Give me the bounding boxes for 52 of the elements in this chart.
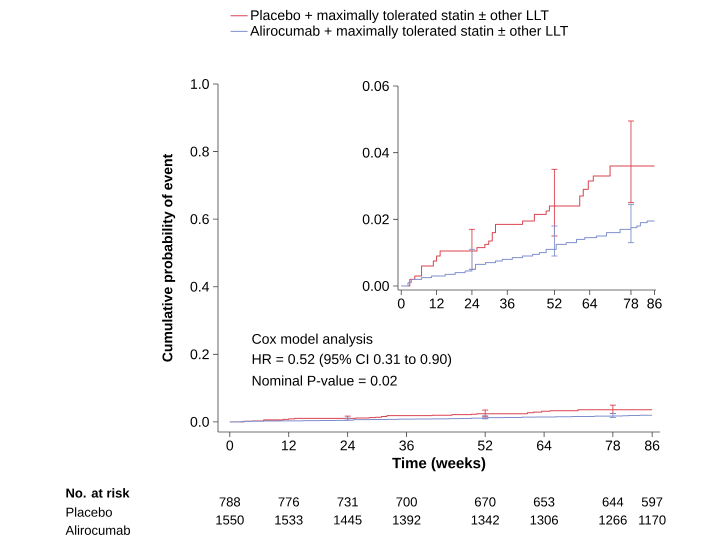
x-tick-label: 12 [430,298,444,308]
x-tick-label: 24 [464,298,480,308]
y-tick-label: 0.04 [362,148,390,158]
x-tick-label: 86 [644,440,660,450]
text: 597 [642,497,662,507]
y-tick-label: 0.0 [190,416,209,427]
text: 1170 [639,515,666,525]
y-tick-label: 1.0 [191,79,209,89]
text: No. at risk [66,488,130,498]
y-tick-label: 0.00 [362,281,389,291]
x-tick-label: 78 [624,298,638,308]
x-tick-label: 64 [537,440,552,450]
text: 1392 [393,515,420,525]
text: 670 [474,497,496,507]
y-tick-label: 0.02 [362,214,389,224]
text: 653 [534,497,554,507]
x-tick-label: 0 [226,440,234,450]
x-tick-label: 0 [398,298,405,308]
x-tick-label: 86 [647,298,662,308]
x-tick-label: 36 [399,440,414,450]
y-tick-label: 0.6 [190,214,209,224]
x-tick-label: 52 [547,298,562,308]
x-tick-label: 64 [582,298,598,308]
annotation: Nominal P-value = 0.02 [252,375,397,386]
x-tick-label: 12 [282,440,296,450]
text: 700 [396,497,417,507]
text: 1550 [216,515,244,525]
x-tick-label: 24 [340,440,356,450]
legend-label: Placebo + maximally tolerated statin ± other LLT [251,10,549,23]
x-axis-title: Time (weeks) [392,457,486,472]
y-axis-title: Cumulative probability of event [162,154,176,362]
x-tick-label: 78 [606,440,620,450]
annotation: HR = 0.52 (95% CI 0.31 to 0.90) [252,354,452,367]
text: 1342 [472,515,499,525]
text: 731 [337,497,358,507]
y-tick-label: 0.8 [190,146,209,157]
text: 1306 [530,515,558,525]
text: Alirocumab [66,525,130,535]
text: 1445 [334,515,362,525]
text: Placebo [66,507,112,517]
y-tick-label: 0.2 [190,349,209,360]
legend-label: Alirocumab + maximally tolerated statin ± other LLT [250,26,568,39]
text: 1266 [599,515,627,525]
text: 776 [278,497,299,507]
text: 1533 [275,515,303,525]
y-tick-label: 0.4 [190,282,210,292]
text: 644 [602,497,624,507]
x-tick-label: 52 [478,440,492,450]
annotation: Cox model analysis [252,334,372,347]
y-tick-label: 0.06 [362,81,389,91]
x-tick-label: 36 [500,298,514,308]
text: 788 [220,497,240,507]
